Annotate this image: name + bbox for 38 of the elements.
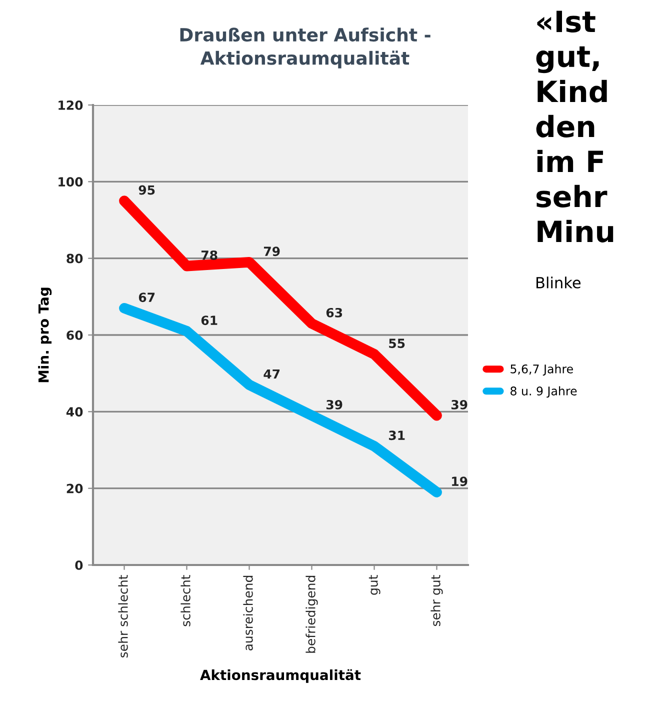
- text: Blinke: [536, 276, 581, 288]
- y-tick-label: 80: [66, 254, 83, 264]
- data-label: 95: [138, 185, 155, 195]
- text: im F: [537, 150, 604, 172]
- text: sehr: [536, 184, 608, 208]
- x-tick-label: sehr gut: [430, 575, 443, 626]
- text: «Ist: [537, 10, 596, 32]
- data-label: 63: [326, 308, 342, 318]
- y-tick-label: 100: [58, 177, 83, 187]
- x-tick-label: ausreichend: [243, 576, 253, 650]
- data-label: 78: [201, 250, 218, 260]
- x-tick-label: befriedigend: [306, 576, 318, 653]
- y-tick-label: 40: [66, 407, 83, 417]
- data-label: 31: [388, 430, 405, 440]
- text: gut,: [536, 46, 599, 74]
- y-axis-title: Min. pro Tag: [38, 288, 52, 382]
- x-axis-title: Aktionsraumqualität: [200, 669, 361, 683]
- y-tick-label: 0: [75, 560, 83, 570]
- y-tick-label: 60: [66, 330, 83, 340]
- y-tick-label: 120: [58, 100, 83, 110]
- text: den: [536, 114, 594, 138]
- legend-label: 5,6,7 Jahre: [510, 364, 573, 376]
- data-label: 19: [452, 476, 468, 486]
- data-label: 47: [264, 369, 280, 379]
- data-label: 61: [201, 316, 218, 326]
- data-label: 39: [451, 400, 468, 410]
- y-tick-label: 20: [66, 484, 83, 494]
- data-label: 39: [326, 400, 342, 410]
- chart-title: Draußen unter Aufsicht - Aktionsraumqualität: [180, 28, 430, 68]
- data-label: 67: [138, 292, 155, 302]
- data-label: 55: [389, 338, 405, 348]
- x-tick-label: gut: [368, 575, 380, 595]
- x-tick-label: schlecht: [180, 575, 190, 626]
- x-tick-label: sehr schlecht: [118, 575, 128, 658]
- data-label: 79: [264, 246, 280, 256]
- text: Kind: [538, 80, 607, 102]
- text: Minu: [538, 220, 614, 242]
- legend-label: 8 u. 9 Jahre: [510, 386, 577, 398]
